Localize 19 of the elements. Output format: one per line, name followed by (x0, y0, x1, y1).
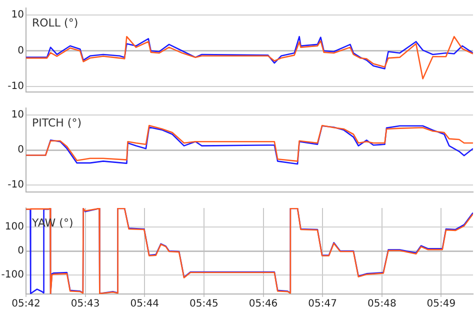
y-tick-label: -100 (1, 269, 24, 280)
y-tick-label: -10 (8, 81, 24, 92)
x-tick-label: 05:44 (130, 298, 160, 310)
y-tick-label: 0 (18, 144, 24, 156)
y-tick-label: 0 (18, 246, 24, 257)
y-tick-label: 100 (4, 222, 24, 233)
x-tick-label: 05:45 (190, 298, 218, 310)
x-tick-label: 05:49 (426, 298, 456, 310)
y-tick-label: 0 (18, 45, 24, 56)
text: PITCH (°) (32, 116, 82, 130)
x-tick-label: 05:42 (12, 298, 40, 310)
text: ROLL (°) (32, 16, 78, 30)
x-tick-label: 05:48 (367, 298, 396, 310)
x-tick-label: 05:47 (308, 298, 337, 310)
y-tick-label: 10 (11, 110, 24, 121)
y-tick-label: -10 (8, 180, 24, 191)
x-tick-label: 05:46 (248, 298, 278, 310)
x-tick-label: 05:43 (70, 298, 100, 310)
y-tick-label: 10 (11, 10, 24, 21)
